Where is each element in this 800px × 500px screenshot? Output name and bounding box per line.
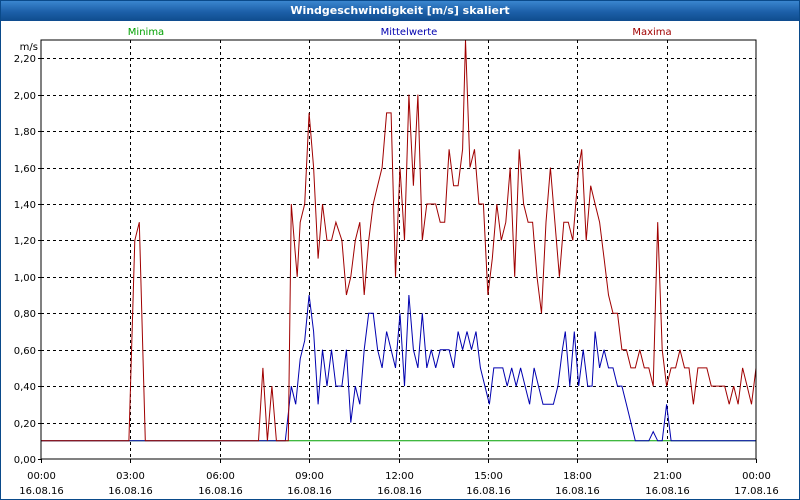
legend-entry-minima: Minima [128,27,164,38]
y-tick-label: 1,20 [14,236,36,247]
x-tick-label-date: 16.08.16 [555,486,600,497]
x-tick-label-date: 16.08.16 [287,486,332,497]
y-tick-label: 1,60 [14,164,36,175]
x-tick-label-time: 00:00 [742,471,771,482]
y-axis-label: m/s [20,42,38,53]
y-tick-label: 1,00 [14,273,36,284]
x-tick-label-time: 06:00 [206,471,235,482]
series-line-maxima [41,39,757,442]
x-tick-label-date: 16.08.16 [466,486,511,497]
x-tick-label-time: 03:00 [116,471,145,482]
x-tick-label-date: 16.08.16 [19,486,64,497]
x-tick-label-date: 16.08.16 [198,486,243,497]
x-tick-label-time: 12:00 [385,471,414,482]
x-tick-label-date: 17.08.16 [734,486,779,497]
x-tick-label-time: 15:00 [474,471,503,482]
y-tick-label: 0,80 [14,309,36,320]
x-tick-label-time: 18:00 [563,471,592,482]
legend-entry-maxima: Maxima [632,27,671,38]
series-line-mittelwerte [41,294,756,442]
plot-frame [40,39,757,460]
y-tick-label: 2,00 [14,91,36,102]
axes: 0,00 0,20 0,40 0,60 0,80 1,00 1,20 1,40 1,60 1,80… [14,39,779,497]
window-title: Windgeschwindigkeit [m/s] skaliert [1,1,799,21]
y-tick-label: 1,80 [14,127,36,138]
y-tick-label: 0,60 [14,346,36,357]
x-tick-label-time: 09:00 [295,471,324,482]
series-layer [41,39,757,442]
grid-lines [41,40,756,459]
x-tick-label-time: 21:00 [653,471,682,482]
y-tick-label: 0,20 [14,419,36,430]
x-tick-label-date: 16.08.16 [377,486,422,497]
y-tick-label: 0,40 [14,382,36,393]
x-tick-label-date: 16.08.16 [645,486,690,497]
y-tick-label: 0,00 [14,455,36,466]
legend: Minima Mittelwerte Maxima [128,27,672,38]
legend-entry-mittelwerte: Mittelwerte [381,27,438,38]
x-tick-label-time: 00:00 [27,471,56,482]
y-tick-label: 1,40 [14,200,36,211]
x-tick-label-date: 16.08.16 [108,486,153,497]
y-tick-label: 2,20 [14,54,36,65]
